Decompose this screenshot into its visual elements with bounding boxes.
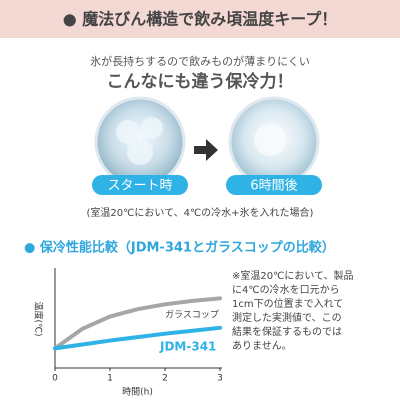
note-line: ※室温20℃において、製品 [232,269,354,282]
chart-title: ● 保冷性能比較（JDM-341とガラスコップの比較） [24,240,335,256]
ice-cube [127,139,153,165]
x-tick-label: 3 [217,374,223,384]
photo-label: 6時間後 [250,179,297,194]
caption: (室温20℃において、4℃の冷水+氷を入れた場合) [87,206,314,219]
arrow [194,139,218,161]
x-tick-label: 1 [107,374,113,384]
header-bar [0,0,400,38]
series-label: JDM-341 [159,339,216,353]
header-title: ● 魔法びん構造で飲み頃温度キープ！ [63,10,338,29]
y-axis-label: 温度(℃) [33,301,45,336]
label-bg [226,175,322,195]
ice-cube [116,120,140,144]
ice-cube [254,124,286,156]
note-line: 測定した実測値で、この [232,311,342,324]
note-line: 1cm下の位置まで入れて [232,297,343,310]
ice-cube [141,117,163,139]
note-line: に4℃の冷水を口元から [232,283,340,296]
label-bg [92,175,188,195]
x-tick-label: 2 [162,374,168,384]
series-label: ガラスコップ [165,309,219,320]
series-line [53,325,222,351]
note-line: ありません。 [232,340,292,352]
x-axis-label: 時間(h) [122,387,153,398]
series-line [53,296,222,351]
x-tick-label: 0 [52,374,58,384]
photo-label: スタート時 [107,179,172,194]
headline: こんなにも違う保冷力！ [107,71,294,92]
note-line: 結果を保証するものでは [232,325,342,338]
subtitle: 氷が長持ちするので飲みものが薄まりにくい [90,54,310,68]
